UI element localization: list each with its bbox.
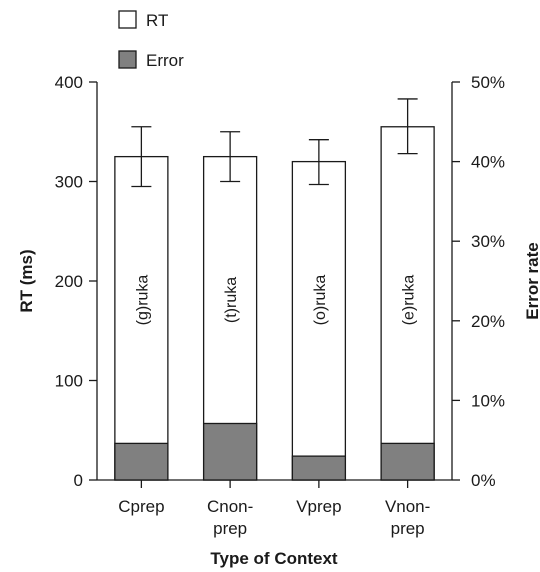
left-tick-label: 300 xyxy=(55,173,83,192)
right-tick-label: 30% xyxy=(471,232,505,251)
x-axis-title: Type of Context xyxy=(210,549,338,568)
bar-label: (t)ruka xyxy=(223,277,240,323)
x-ticks: Cprep Cnon-prep Vprep Vnon-prep xyxy=(118,480,430,538)
error-bar xyxy=(114,442,169,481)
x-tick-label: Vnon- xyxy=(385,497,430,516)
bar-label: (g)ruka xyxy=(134,275,151,326)
legend-swatch-error xyxy=(118,50,137,69)
left-tick-label: 0 xyxy=(74,471,83,490)
x-tick-label: Cnon- xyxy=(207,497,253,516)
bars: (g)ruka (t)ruka (o)ruka (e)ruka xyxy=(114,98,435,481)
y-axis-title-left: RT (ms) xyxy=(17,249,36,312)
left-tick-label: 400 xyxy=(55,73,83,92)
legend-swatch-rt xyxy=(118,10,137,29)
left-tick-label: 200 xyxy=(55,272,83,291)
right-y-ticks: 0% 10% 20% 30% 40% 50% xyxy=(452,73,505,490)
x-tick-label-line2: prep xyxy=(391,519,425,538)
right-tick-label: 40% xyxy=(471,153,505,172)
left-tick-label: 100 xyxy=(55,372,83,391)
error-bar xyxy=(291,455,347,481)
left-y-ticks: 0 100 200 300 400 xyxy=(55,73,97,490)
right-tick-label: 20% xyxy=(471,312,505,331)
x-tick-label-line2: prep xyxy=(213,519,247,538)
right-tick-label: 10% xyxy=(471,391,505,410)
error-bar xyxy=(380,442,435,481)
right-tick-label: 0% xyxy=(471,471,496,490)
x-tick-label: Cprep xyxy=(118,497,164,516)
legend-label-error: Error xyxy=(146,51,184,70)
rt-bar xyxy=(380,126,435,481)
bar-label: (e)ruka xyxy=(401,275,418,326)
bar-label: (o)ruka xyxy=(312,275,329,326)
error-bar xyxy=(202,422,258,481)
x-tick-label: Vprep xyxy=(296,497,341,516)
legend: RT Error xyxy=(118,10,184,70)
legend-label-rt: RT xyxy=(146,11,168,30)
y-axis-title-right: Error rate xyxy=(523,242,540,319)
right-tick-label: 50% xyxy=(471,73,505,92)
